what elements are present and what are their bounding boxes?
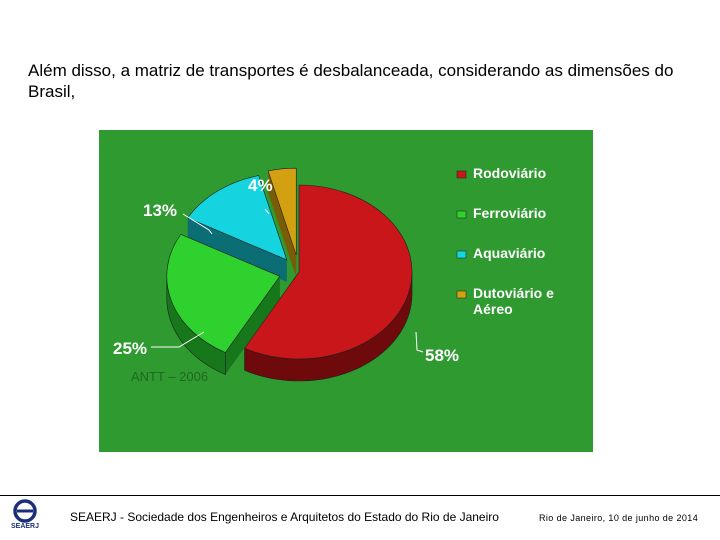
seaerj-logo: [6, 499, 44, 535]
data-label-aquaviario: 13%: [143, 201, 177, 220]
legend-label-rodoviario: Rodoviário: [473, 165, 546, 181]
leader-line-rodoviario: [415, 331, 424, 353]
legend-label-aquaviario: Aquaviário: [473, 245, 545, 261]
legend-swatch-aquaviario: [456, 250, 467, 259]
pie-chart: 58% 25% 13% 4% Rodoviário Ferroviário Aquaviár…: [99, 130, 593, 452]
pie-slice-ferroviario: [166, 234, 281, 353]
legend-label-ferroviario: Ferroviário: [473, 205, 546, 221]
legend-swatch-rodoviario: [456, 170, 467, 179]
slide-heading: Além disso, a matriz de transportes é de…: [28, 61, 674, 101]
pie-slice-rodoviario: [244, 184, 413, 360]
logo-text: SEAERJ: [10, 523, 39, 530]
leader-line-ferroviario: [151, 331, 205, 348]
pie-slice-aquaviario: [187, 175, 288, 261]
footer-date: Rio de Janeiro, 10 de junho de 2014: [539, 513, 699, 523]
footer-organization: SEAERJ - Sociedade dos Engenheiros e Arq…: [70, 510, 499, 524]
leader-line-aquaviario: [182, 213, 213, 235]
data-label-dutoviario-e-aereo: 4%: [248, 176, 273, 195]
pie-slice-wall-ferroviario: [225, 276, 280, 375]
footer-divider: [0, 495, 720, 496]
leader-line-dutoviario-e-aereo: [264, 208, 270, 215]
data-label-rodoviario: 58%: [425, 346, 459, 365]
legend-swatch-ferroviario: [456, 210, 467, 219]
pie-slice-wall-aquaviario: [187, 217, 287, 282]
legend-label-dutoviario-e-aereo: Dutoviário e Aéreo: [473, 285, 554, 317]
chart-source-note: ANTT – 2006: [131, 369, 208, 384]
legend-swatch-dutoviario-e-aereo: [456, 290, 467, 299]
data-label-ferroviario: 25%: [113, 339, 147, 358]
pie-slice-wall-dutoviario-e-aereo: [268, 170, 297, 278]
pie-slice-dutoviario-e-aereo: [267, 167, 297, 256]
